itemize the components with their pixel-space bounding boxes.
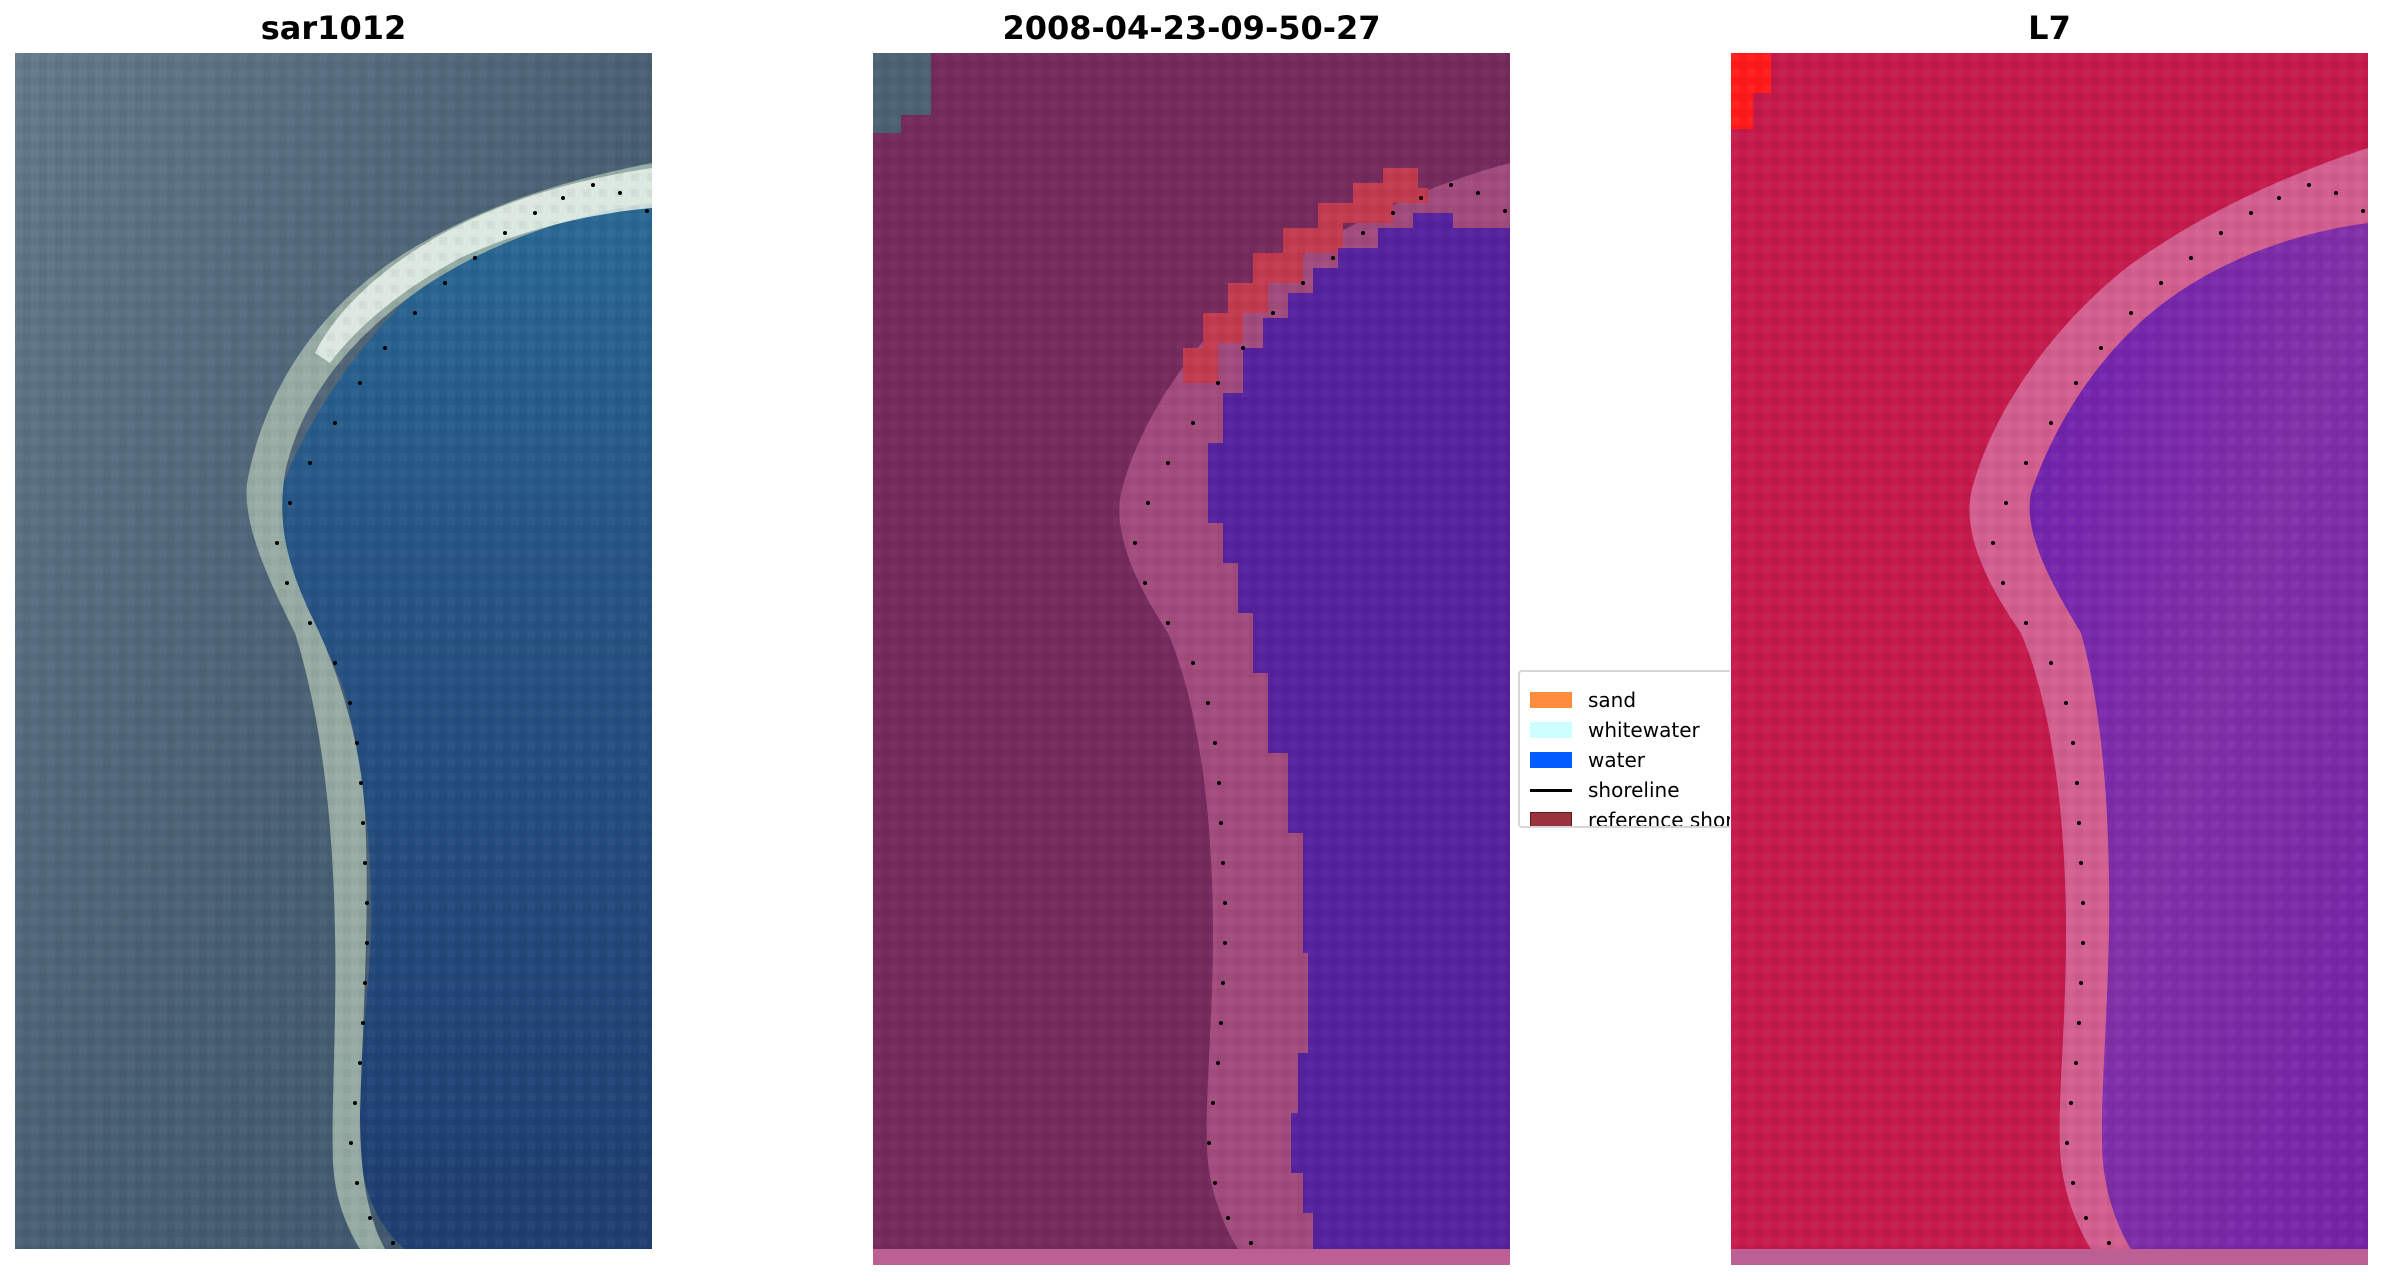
- legend: sand whitewater water shoreline referenc…: [1518, 670, 1730, 828]
- panel-title-index: L7: [2028, 9, 2071, 47]
- legend-line-shoreline: [1530, 788, 1572, 792]
- legend-swatch-whitewater: [1530, 722, 1572, 738]
- index-image: [1731, 53, 2368, 1265]
- legend-swatch-water: [1530, 752, 1572, 768]
- legend-item-reference-shoreline: reference shoreline: [1530, 808, 1730, 828]
- legend-label: water: [1588, 748, 1645, 772]
- shoreline-dots: [275, 183, 649, 1245]
- legend-label: shoreline: [1588, 778, 1680, 802]
- legend-item-shoreline: shoreline: [1530, 778, 1680, 802]
- nodata-bottom-strip: [873, 1249, 1510, 1265]
- panel-title-classified: 2008-04-23-09-50-27: [1002, 9, 1381, 47]
- classified-image: [873, 53, 1510, 1265]
- legend-label: sand: [1588, 688, 1637, 712]
- legend-label: whitewater: [1588, 718, 1700, 742]
- rgb-satellite-image: [15, 53, 652, 1249]
- legend-swatch-reference-shoreline: [1530, 812, 1572, 826]
- legend-item-water: water: [1530, 748, 1645, 772]
- legend-item-whitewater: whitewater: [1530, 718, 1700, 742]
- shoreline-dots: [1133, 183, 1507, 1245]
- panel-title-rgb: sar1012: [260, 9, 407, 47]
- shoreline-dots: [1991, 183, 2365, 1245]
- legend-item-sand: sand: [1530, 688, 1636, 712]
- nodata-bottom-strip: [1731, 1249, 2368, 1265]
- legend-swatch-sand: [1530, 692, 1572, 708]
- legend-label: reference shoreline: [1588, 808, 1730, 828]
